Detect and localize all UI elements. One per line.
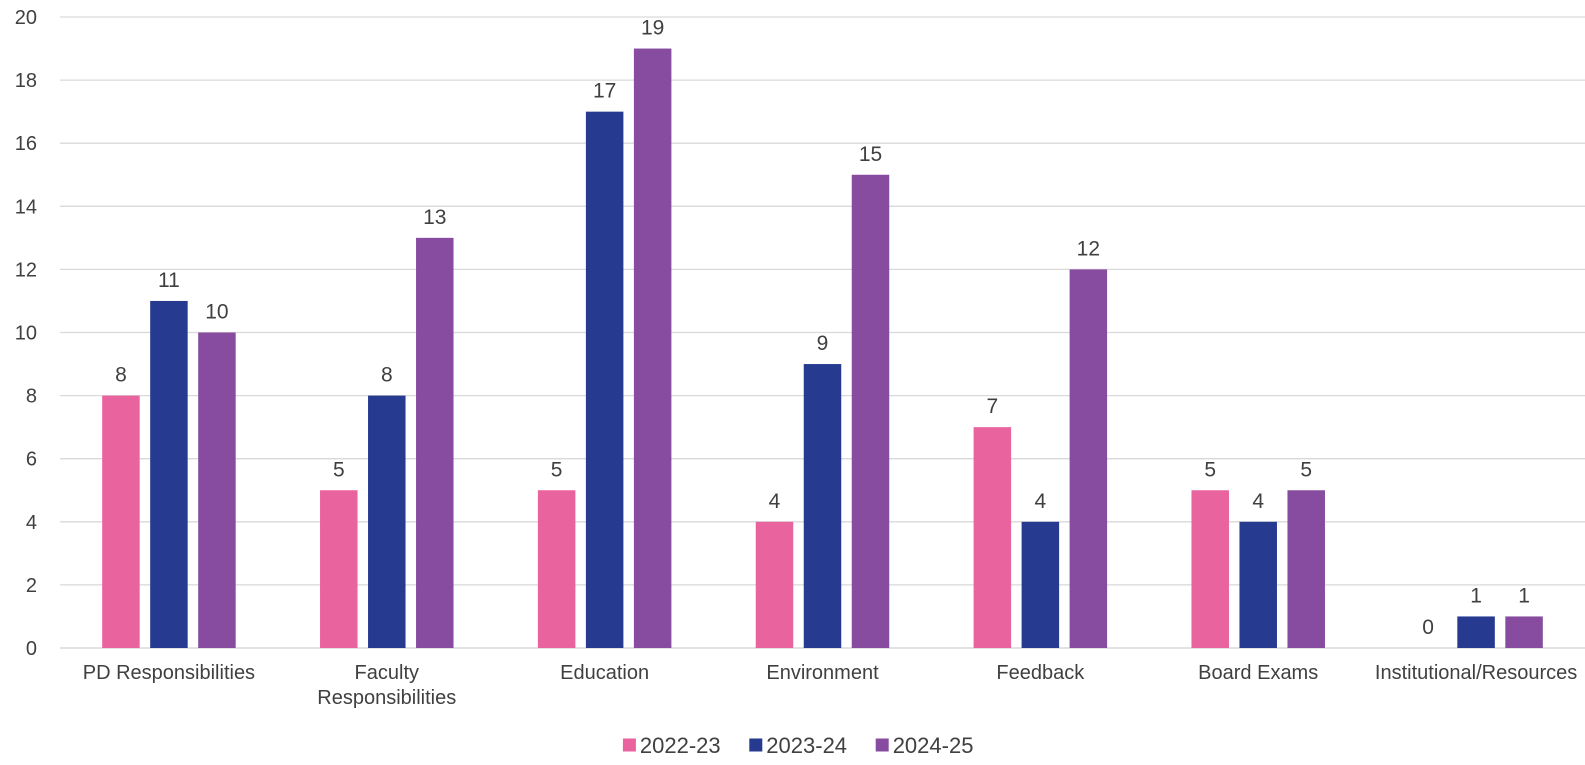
y-tick-label: 18 bbox=[15, 70, 37, 92]
x-tick-label: Institutional/Resources bbox=[1375, 662, 1577, 684]
data-label: 19 bbox=[641, 17, 664, 40]
bar bbox=[1191, 490, 1229, 648]
bar bbox=[756, 522, 794, 648]
data-label: 12 bbox=[1077, 237, 1100, 260]
legend-swatch bbox=[876, 739, 889, 752]
data-label: 5 bbox=[1204, 458, 1216, 481]
bar bbox=[1070, 269, 1108, 648]
y-axis-ticks: 0 2 4 6 8 10 12 14 16 18 20 bbox=[15, 7, 37, 660]
x-tick-label-line: Responsibilities bbox=[317, 687, 456, 709]
x-tick-label: Board Exams bbox=[1198, 662, 1318, 684]
bar bbox=[1505, 616, 1543, 648]
bar bbox=[1457, 616, 1495, 648]
y-tick-label: 14 bbox=[15, 196, 37, 218]
y-tick-label: 12 bbox=[15, 259, 37, 281]
bar bbox=[586, 112, 624, 648]
x-tick-label: Faculty Responsibilities bbox=[317, 662, 456, 709]
y-tick-label: 16 bbox=[15, 133, 37, 155]
data-label: 11 bbox=[158, 269, 180, 292]
bar bbox=[150, 301, 188, 648]
data-label: 17 bbox=[593, 80, 616, 103]
x-tick-label: Education bbox=[560, 662, 649, 684]
data-label: 5 bbox=[333, 458, 345, 481]
data-label: 8 bbox=[381, 364, 393, 387]
data-label: 0 bbox=[1422, 616, 1434, 639]
legend-item[interactable]: 2022-23 bbox=[623, 733, 721, 758]
x-tick-label-line: Institutional/Resources bbox=[1375, 662, 1577, 684]
x-tick-label-line: Environment bbox=[766, 662, 879, 684]
y-tick-label: 10 bbox=[15, 323, 37, 345]
x-tick-label: Environment bbox=[766, 662, 879, 684]
y-tick-label: 2 bbox=[26, 575, 37, 597]
legend-label: 2023-24 bbox=[766, 733, 847, 758]
data-label: 5 bbox=[551, 458, 563, 481]
y-tick-label: 4 bbox=[26, 512, 37, 534]
data-label: 10 bbox=[205, 301, 228, 324]
legend-label: 2024-25 bbox=[893, 733, 974, 758]
bar bbox=[416, 238, 454, 648]
legend-swatch bbox=[749, 739, 762, 752]
bar bbox=[102, 396, 140, 648]
legend-item[interactable]: 2023-24 bbox=[749, 733, 847, 758]
y-tick-label: 8 bbox=[26, 386, 37, 408]
data-label: 1 bbox=[1470, 584, 1482, 607]
x-tick-label-line: PD Responsibilities bbox=[83, 662, 255, 684]
bar bbox=[634, 49, 672, 648]
bar bbox=[320, 490, 358, 648]
bar bbox=[1239, 522, 1277, 648]
bar bbox=[804, 364, 842, 648]
legend-label: 2022-23 bbox=[640, 733, 721, 758]
x-tick-label: Feedback bbox=[996, 662, 1085, 684]
data-label: 8 bbox=[115, 364, 127, 387]
x-tick-label-line: Board Exams bbox=[1198, 662, 1318, 684]
bar bbox=[198, 333, 236, 649]
data-label: 4 bbox=[1252, 490, 1264, 513]
y-tick-label: 0 bbox=[26, 638, 37, 660]
bar bbox=[852, 175, 890, 648]
data-label: 4 bbox=[769, 490, 781, 513]
bar bbox=[974, 427, 1012, 648]
bar bbox=[1022, 522, 1060, 648]
y-tick-label: 6 bbox=[26, 449, 37, 471]
y-tick-label: 20 bbox=[15, 7, 37, 29]
x-tick-label-line: Feedback bbox=[996, 662, 1085, 684]
x-tick-label: PD Responsibilities bbox=[83, 662, 255, 684]
data-label: 5 bbox=[1300, 458, 1312, 481]
data-label: 7 bbox=[987, 395, 999, 418]
legend-swatch bbox=[623, 739, 636, 752]
data-label: 4 bbox=[1035, 490, 1047, 513]
bar bbox=[538, 490, 576, 648]
bar bbox=[1287, 490, 1325, 648]
data-label: 9 bbox=[817, 332, 829, 355]
x-tick-label-line: Faculty bbox=[355, 662, 419, 684]
bar bbox=[368, 396, 406, 648]
data-label: 15 bbox=[859, 143, 882, 166]
legend[interactable]: 2022-23 2023-24 2024-25 bbox=[623, 733, 974, 758]
legend-item[interactable]: 2024-25 bbox=[876, 733, 974, 758]
data-label: 13 bbox=[423, 206, 446, 229]
x-axis-categories: PD Responsibilities Faculty Responsibiliti… bbox=[83, 662, 1577, 709]
x-tick-label-line: Education bbox=[560, 662, 649, 684]
data-label: 1 bbox=[1518, 584, 1530, 607]
